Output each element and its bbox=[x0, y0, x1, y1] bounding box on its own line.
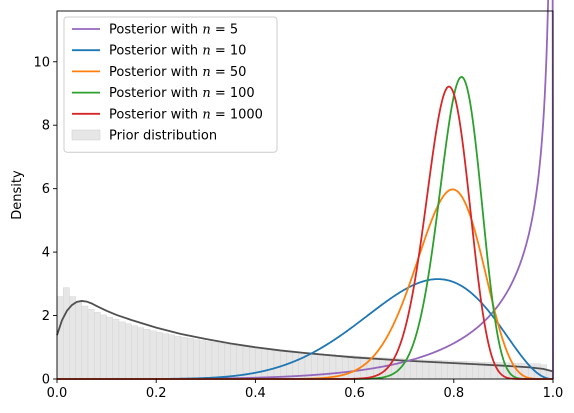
legend-label: Posterior with n = 50 bbox=[109, 65, 246, 80]
prior-bar bbox=[205, 341, 213, 380]
prior-bar bbox=[230, 344, 238, 380]
prior-bar bbox=[63, 287, 70, 380]
prior-bar bbox=[100, 314, 107, 380]
prior-bar bbox=[211, 342, 219, 380]
prior-bar bbox=[199, 340, 207, 380]
prior-bar bbox=[87, 309, 95, 380]
prior-bar bbox=[379, 357, 386, 380]
prior-bar bbox=[112, 319, 120, 380]
legend-label: Posterior with n = 10 bbox=[109, 44, 246, 59]
prior-bar bbox=[69, 296, 76, 380]
prior-bar bbox=[155, 332, 163, 380]
y-tick-label: 4 bbox=[42, 246, 50, 261]
prior-bar bbox=[93, 312, 101, 380]
prior-bar bbox=[162, 333, 169, 380]
prior-bar bbox=[348, 355, 355, 380]
y-tick-label: 2 bbox=[42, 309, 50, 324]
prior-bar bbox=[186, 338, 194, 380]
prior-bar bbox=[273, 349, 281, 380]
prior-bar bbox=[422, 359, 430, 380]
y-tick-label: 0 bbox=[42, 373, 50, 388]
prior-bar bbox=[118, 321, 126, 380]
prior-bar bbox=[81, 305, 89, 380]
x-tick-label: 0.6 bbox=[344, 386, 365, 401]
prior-bar bbox=[224, 344, 231, 380]
x-axis-ticks: 0.0 0.2 0.4 0.6 0.8 1.0 bbox=[47, 379, 564, 401]
prior-bar bbox=[286, 350, 293, 380]
prior-bar bbox=[255, 348, 262, 380]
x-tick-label: 0.8 bbox=[443, 386, 464, 401]
legend-label: Posterior with n = 5 bbox=[109, 23, 238, 38]
prior-bar bbox=[261, 348, 269, 380]
prior-bar bbox=[124, 323, 132, 380]
prior-bar bbox=[75, 302, 82, 380]
y-axis-ticks: 0 2 4 6 8 10 bbox=[33, 55, 57, 388]
prior-bar bbox=[329, 354, 337, 380]
prior-bar bbox=[180, 337, 188, 380]
y-tick-label: 8 bbox=[42, 119, 50, 134]
prior-density-line bbox=[56, 300, 554, 373]
legend-label: Prior distribution bbox=[109, 129, 217, 144]
prior-bar bbox=[131, 325, 138, 380]
legend-swatch bbox=[71, 129, 101, 141]
legend-box bbox=[63, 16, 278, 153]
prior-bar bbox=[137, 327, 145, 380]
legend: Posterior with n = 5 Posterior with n = 1… bbox=[63, 16, 278, 153]
y-tick-label: 10 bbox=[33, 55, 50, 70]
legend-label: Posterior with n = 100 bbox=[109, 86, 255, 101]
y-axis-label: Density bbox=[10, 170, 25, 220]
prior-bar bbox=[149, 330, 157, 380]
prior-bar bbox=[193, 339, 200, 380]
prior-bar bbox=[292, 351, 300, 380]
prior-bar bbox=[267, 349, 275, 380]
prior-bar bbox=[143, 328, 151, 380]
prior-bar bbox=[217, 343, 225, 380]
y-tick-label: 6 bbox=[42, 182, 50, 197]
x-tick-label: 0.0 bbox=[47, 386, 68, 401]
x-tick-label: 0.4 bbox=[245, 386, 266, 401]
prior-bar bbox=[416, 359, 424, 380]
x-tick-label: 1.0 bbox=[543, 386, 564, 401]
prior-bar bbox=[410, 359, 417, 380]
prior-bar bbox=[360, 356, 368, 380]
prior-bar bbox=[168, 334, 176, 380]
prior-bar bbox=[106, 316, 113, 380]
legend-label: Posterior with n = 1000 bbox=[109, 107, 263, 122]
prior-bar bbox=[323, 354, 331, 380]
axes-frame bbox=[56, 10, 554, 380]
x-tick-label: 0.2 bbox=[146, 386, 167, 401]
prior-bar bbox=[56, 296, 64, 380]
prior-bar bbox=[174, 335, 182, 380]
